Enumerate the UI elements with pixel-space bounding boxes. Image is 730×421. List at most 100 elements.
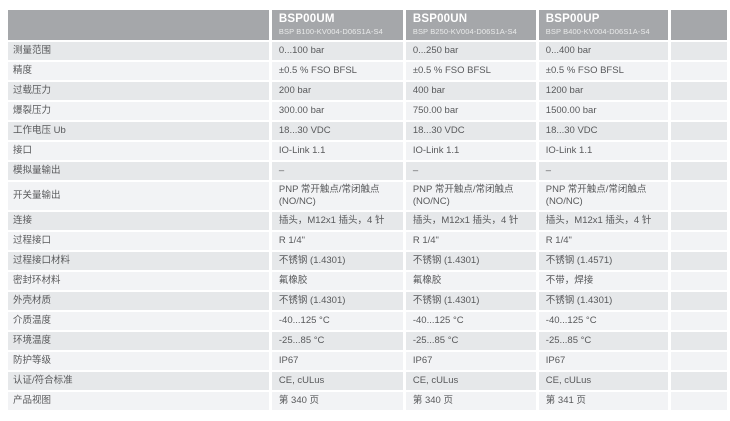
row-label: 开关量输出	[8, 182, 269, 210]
row-label: 工作电压 Ub	[8, 122, 269, 140]
table-row: 介质温度 -40...125 °C -40...125 °C -40...125 °C	[8, 311, 727, 330]
empty-cell	[670, 331, 727, 350]
table-row: 环境温度 -25...85 °C -25...85 °C -25...85 °C	[8, 331, 727, 350]
table-row: 认证/符合标准 CE, cULus CE, cULus CE, cULus	[8, 371, 727, 390]
empty-cell	[670, 62, 727, 80]
table-row: 接口 IO-Link 1.1 IO-Link 1.1 IO-Link 1.1	[8, 142, 727, 160]
header-product-2: BSP00UN BSP B250-KV004-D06S1A-S4	[405, 10, 536, 40]
spec-value-cell: 400 bar	[405, 82, 536, 100]
spec-value-cell: 0...400 bar	[538, 42, 668, 60]
empty-cell	[670, 182, 727, 210]
table-row: 测量范围 0...100 bar 0...250 bar 0...400 bar	[8, 42, 727, 60]
header-label-cell	[8, 10, 269, 40]
empty-cell	[670, 251, 727, 270]
row-label: 认证/符合标准	[8, 371, 269, 390]
empty-cell	[670, 102, 727, 120]
spec-value-cell: 第 341 页	[538, 391, 668, 410]
spec-value-cell: -40...125 °C	[271, 311, 403, 330]
row-label: 防护等级	[8, 351, 269, 370]
table-row: 过载压力 200 bar 400 bar 1200 bar	[8, 82, 727, 100]
spec-value-cell: R 1/4"	[271, 231, 403, 250]
empty-cell	[670, 351, 727, 370]
row-label: 精度	[8, 62, 269, 80]
product-name-2: BSP00UN	[412, 13, 468, 26]
spec-value-cell: 第 340 页	[271, 391, 403, 410]
spec-value-cell: 0...250 bar	[405, 42, 536, 60]
spec-value-cell: 氟橡胶	[271, 271, 403, 290]
spec-value-cell: ±0.5 % FSO BFSL	[538, 62, 668, 80]
row-label: 过载压力	[8, 82, 269, 100]
spec-value-cell: 18...30 VDC	[538, 122, 668, 140]
spec-value-cell: PNP 常开触点/常闭触点 (NO/NC)	[405, 182, 536, 210]
spec-value-cell: R 1/4"	[538, 231, 668, 250]
row-label: 产品视图	[8, 391, 269, 410]
empty-cell	[670, 142, 727, 160]
empty-cell	[670, 122, 727, 140]
table-header-row: BSP00UM BSP B100-KV004-D06S1A-S4 BSP00UN…	[8, 10, 727, 40]
header-empty-cell	[670, 10, 727, 40]
spec-value-cell: IO-Link 1.1	[405, 142, 536, 160]
spec-value-cell: 不锈钢 (1.4301)	[405, 291, 536, 310]
spec-value-cell: -40...125 °C	[405, 311, 536, 330]
table-row: 工作电压 Ub 18...30 VDC 18...30 VDC 18...30 VDC	[8, 122, 727, 140]
spec-value-cell: 18...30 VDC	[271, 122, 403, 140]
empty-cell	[670, 311, 727, 330]
spec-table-body: 测量范围 0...100 bar 0...250 bar 0...400 bar 精度 ±…	[8, 42, 727, 410]
row-label: 测量范围	[8, 42, 269, 60]
spec-value-cell: PNP 常开触点/常闭触点 (NO/NC)	[271, 182, 403, 210]
empty-cell	[670, 371, 727, 390]
spec-value-cell: 300.00 bar	[271, 102, 403, 120]
product-name-3: BSP00UP	[545, 13, 600, 26]
row-label: 模拟量输出	[8, 162, 269, 180]
spec-value-cell: 不锈钢 (1.4301)	[405, 251, 536, 270]
spec-value-cell: ±0.5 % FSO BFSL	[405, 62, 536, 80]
spec-value-cell: 750.00 bar	[405, 102, 536, 120]
empty-cell	[670, 291, 727, 310]
spec-value-cell: PNP 常开触点/常闭触点 (NO/NC)	[538, 182, 668, 210]
table-row: 精度 ±0.5 % FSO BFSL ±0.5 % FSO BFSL ±0.5 % F…	[8, 62, 727, 80]
spec-value-cell: 1500.00 bar	[538, 102, 668, 120]
spec-value-cell: 插头，M12x1 插头，4 针	[405, 211, 536, 230]
spec-value-cell: IO-Link 1.1	[538, 142, 668, 160]
empty-cell	[670, 42, 727, 60]
row-label: 连接	[8, 211, 269, 230]
spec-value-cell: –	[271, 162, 403, 180]
spec-value-cell: 1200 bar	[538, 82, 668, 100]
empty-cell	[670, 391, 727, 410]
product-code-1: BSP B100-KV004-D06S1A-S4	[278, 26, 383, 36]
table-row: 外壳材质 不锈钢 (1.4301) 不锈钢 (1.4301) 不锈钢 (1.4301)	[8, 291, 727, 310]
table-row: 过程接口材料 不锈钢 (1.4301) 不锈钢 (1.4301) 不锈钢 (1.457…	[8, 251, 727, 270]
table-row: 模拟量输出 – – –	[8, 162, 727, 180]
empty-cell	[670, 211, 727, 230]
header-product-3: BSP00UP BSP B400-KV004-D06S1A-S4	[538, 10, 668, 40]
spec-value-cell: 不锈钢 (1.4301)	[538, 291, 668, 310]
empty-cell	[670, 231, 727, 250]
spec-value-cell: IP67	[538, 351, 668, 370]
spec-value-cell: IO-Link 1.1	[271, 142, 403, 160]
header-product-1: BSP00UM BSP B100-KV004-D06S1A-S4	[271, 10, 403, 40]
empty-cell	[670, 271, 727, 290]
spec-value-cell: 不带，焊接	[538, 271, 668, 290]
row-label: 环境温度	[8, 331, 269, 350]
table-row: 过程接口 R 1/4" R 1/4" R 1/4"	[8, 231, 727, 250]
row-label: 外壳材质	[8, 291, 269, 310]
row-label: 接口	[8, 142, 269, 160]
spec-value-cell: ±0.5 % FSO BFSL	[271, 62, 403, 80]
spec-value-cell: IP67	[271, 351, 403, 370]
table-row: 产品视图第 340 页第 340 页第 341 页	[8, 391, 727, 410]
spec-value-cell: 不锈钢 (1.4571)	[538, 251, 668, 270]
spec-value-cell: CE, cULus	[405, 371, 536, 390]
table-row: 连接 插头，M12x1 插头，4 针插头，M12x1 插头，4 针插头，M12x1…	[8, 211, 727, 230]
spec-value-cell: –	[538, 162, 668, 180]
product-code-2: BSP B250-KV004-D06S1A-S4	[412, 26, 517, 36]
spec-value-cell: -25...85 °C	[405, 331, 536, 350]
row-label: 介质温度	[8, 311, 269, 330]
table-row: 密封环材料 氟橡胶 氟橡胶 不带，焊接	[8, 271, 727, 290]
row-label: 过程接口材料	[8, 251, 269, 270]
spec-value-cell: IP67	[405, 351, 536, 370]
spec-value-cell: 200 bar	[271, 82, 403, 100]
row-label: 密封环材料	[8, 271, 269, 290]
spec-value-cell: 插头，M12x1 插头，4 针	[271, 211, 403, 230]
product-name-1: BSP00UM	[278, 13, 335, 26]
